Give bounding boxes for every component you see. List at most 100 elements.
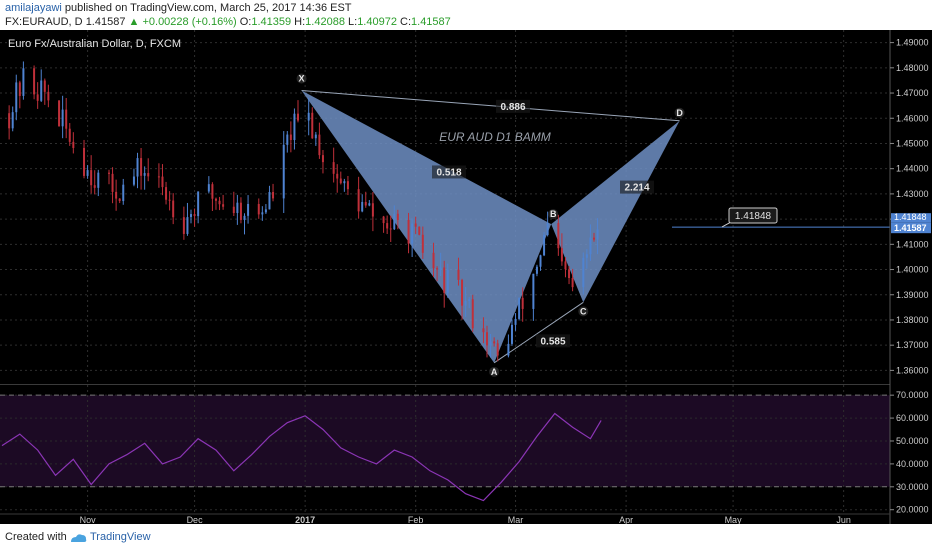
candle-body — [414, 223, 417, 227]
candle-body — [268, 192, 271, 210]
candle-body — [232, 206, 235, 214]
rsi-axis-label: 60.0000 — [896, 413, 929, 423]
candle-body — [218, 200, 221, 205]
price-axis-label: 1.43000 — [896, 189, 929, 199]
chart-title: Euro Fx/Australian Dollar, D, FXCM — [8, 38, 181, 50]
candle-body — [389, 228, 392, 230]
candle-body — [140, 158, 143, 176]
candle-body — [386, 223, 389, 229]
candle-body — [257, 203, 260, 215]
last-price-badge — [891, 222, 931, 234]
overlap-price-badge — [891, 213, 931, 223]
publish-info: published on TradingView.com, March 25, … — [64, 2, 352, 14]
candle-body — [539, 255, 542, 267]
price-axis-label: 1.45000 — [896, 138, 929, 148]
candle-body — [407, 219, 410, 244]
candle-body — [122, 184, 125, 202]
candle-body — [571, 277, 574, 288]
candle-body — [361, 201, 364, 212]
candle-body — [172, 200, 175, 218]
candle-body — [293, 113, 296, 141]
pivot-marker — [548, 209, 559, 220]
candle-body — [332, 162, 335, 174]
candle-body — [396, 213, 399, 220]
candle-body — [582, 257, 585, 288]
candle-body — [136, 158, 139, 177]
author-link[interactable]: amilajayawi — [5, 2, 62, 14]
candle-body — [289, 134, 292, 141]
pivot-marker — [296, 73, 307, 84]
candle-body — [264, 209, 267, 213]
price-axis-label: 1.41000 — [896, 239, 929, 249]
time-axis-label: Apr — [619, 515, 633, 524]
ratio-label: 0.585 — [540, 336, 565, 347]
candle-body — [47, 91, 50, 101]
candle-body — [457, 269, 460, 280]
candle-body — [393, 213, 396, 230]
candle-body — [214, 198, 217, 201]
price-chart[interactable]: 1.41848 EUR AUD D1 BAMM 0.886 0.518 0.585 2.2… — [0, 30, 932, 524]
ratio-label-bg — [496, 99, 530, 113]
candle-body — [436, 268, 439, 270]
tradingview-logo[interactable]: TradingView — [68, 527, 188, 547]
time-axis-label: Dec — [187, 515, 204, 524]
candle-body — [510, 324, 513, 344]
tradingview-wordmark: TradingView — [90, 531, 151, 543]
candle-body — [443, 267, 446, 293]
candle-body — [207, 184, 210, 192]
candle-body — [546, 223, 549, 235]
candle-body — [182, 217, 185, 234]
ratio-label-bg — [620, 180, 654, 194]
candle-body — [197, 191, 200, 217]
candle-body — [11, 112, 14, 129]
candle-body — [368, 203, 371, 206]
candle-body — [93, 185, 96, 188]
candle-body — [318, 134, 321, 156]
candle-body — [461, 279, 464, 306]
xab-triangle — [301, 90, 552, 363]
rsi-axis-label: 40.0000 — [896, 459, 929, 469]
candle-body — [157, 176, 160, 178]
candle-body — [543, 234, 546, 256]
candle-body — [186, 217, 189, 234]
open-label: O: — [239, 16, 252, 28]
ratio-label: 0.886 — [500, 102, 525, 113]
candle-body — [97, 172, 100, 188]
rsi-axis-label: 50.0000 — [896, 436, 929, 446]
candle-body — [336, 173, 339, 179]
candle-body — [432, 252, 435, 269]
candle-body — [143, 173, 146, 176]
candle-body — [147, 173, 150, 177]
candle-body — [211, 184, 214, 199]
candle-body — [568, 269, 571, 278]
candle-body — [61, 109, 64, 127]
candle-body — [307, 112, 310, 121]
pivot-label-c: C — [580, 306, 587, 316]
candle-body — [190, 214, 193, 218]
candle-body — [321, 155, 324, 163]
candle-body — [193, 214, 196, 217]
pattern-annotation: EUR AUD D1 BAMM — [439, 130, 551, 144]
candle-body — [33, 68, 36, 95]
rsi-axis-label: 70.0000 — [896, 390, 929, 400]
close-label: C: — [400, 16, 412, 28]
candle-body — [514, 318, 517, 325]
price-label-box — [728, 207, 778, 224]
candle-body — [36, 94, 39, 101]
low-value: 1.40972 — [357, 16, 397, 28]
candle-body — [489, 341, 492, 346]
rsi-axis-label: 20.0000 — [896, 505, 929, 515]
candle-body — [115, 191, 118, 199]
pivot-label-x: X — [299, 74, 305, 84]
candle-body — [371, 203, 374, 217]
candle-body — [247, 203, 250, 216]
overlap-price-value: 1.41848 — [894, 212, 927, 222]
price-axis-label: 1.44000 — [896, 164, 929, 174]
candle-body — [557, 223, 560, 249]
candle-body — [297, 113, 299, 121]
high-label: H: — [294, 16, 306, 28]
candle-body — [496, 343, 499, 356]
ohlc-line: FX:EURAUD, D 1.41587 ▲ +0.00228 (+0.16%)… — [5, 16, 451, 28]
price-axis-label: 1.37000 — [896, 340, 929, 350]
time-axis-label: Jun — [836, 515, 851, 524]
